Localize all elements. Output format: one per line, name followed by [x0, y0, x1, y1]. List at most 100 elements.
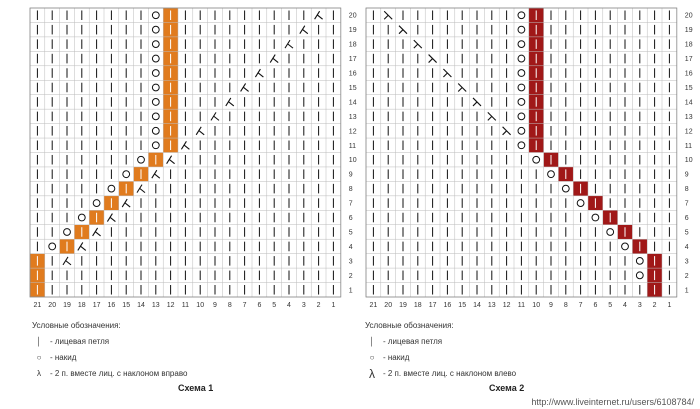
yarn-over-icon	[151, 54, 160, 63]
k2tog-right-icon	[92, 227, 101, 237]
k2tog-left-icon	[398, 25, 408, 35]
column-number: 5	[272, 302, 276, 309]
k2tog-left-icon	[472, 97, 482, 107]
column-number: 14	[473, 302, 481, 309]
column-number: 1	[331, 302, 335, 309]
k2tog-right-icon	[299, 25, 309, 35]
knit-stitch-icon: │	[36, 337, 42, 346]
k2tog-right-icon	[77, 242, 87, 251]
legend-item-label: - лицевая петля	[383, 337, 443, 346]
row-number: 3	[685, 258, 689, 265]
yarn-over-icon	[151, 98, 160, 106]
row-number: 14	[685, 99, 693, 106]
legend-item-label: - накид	[50, 353, 77, 362]
legend-item-label: - 2 п. вместе лиц. с наклоном влево	[383, 369, 517, 378]
watermark-url: http://www.liveinternet.ru/users/6108784…	[531, 397, 694, 407]
k2tog-left-icon	[487, 111, 497, 121]
yarn-over-icon	[151, 126, 160, 135]
k2tog-right-icon	[166, 155, 175, 165]
legend-item-label: - 2 п. вместе лиц. с наклоном вправо	[50, 369, 188, 378]
row-number: 11	[349, 143, 356, 150]
column-number: 7	[579, 302, 583, 309]
column-number: 20	[48, 302, 56, 309]
column-number: 3	[302, 302, 306, 309]
row-number: 15	[349, 85, 357, 92]
row-number: 2	[349, 273, 353, 280]
legend-item-yarnover: ○ - накид	[32, 350, 187, 366]
k2tog-right-icon	[210, 112, 220, 121]
yarn-over-icon	[621, 242, 629, 251]
row-number: 18	[685, 42, 693, 49]
column-number: 18	[414, 302, 422, 309]
legend-item-label: - лицевая петля	[50, 337, 110, 346]
column-number: 16	[444, 302, 452, 309]
k2tog-right-icon	[225, 97, 235, 107]
column-number: 20	[384, 302, 392, 309]
k2tog-right-icon	[151, 169, 161, 179]
column-number: 9	[213, 302, 217, 309]
yarn-over-icon: ○	[369, 353, 375, 362]
column-number: 17	[429, 302, 437, 309]
column-number: 4	[623, 302, 627, 309]
k2tog-left-icon	[502, 126, 511, 136]
row-number: 7	[349, 201, 353, 208]
row-number: 20	[349, 13, 357, 20]
row-number: 10	[349, 157, 357, 164]
column-number: 15	[122, 302, 130, 309]
column-number: 6	[257, 302, 261, 309]
legend-item-knit: │ - лицевая петля	[32, 334, 187, 350]
yarn-over-icon	[92, 199, 101, 207]
k2tog-right-icon	[240, 83, 249, 92]
yarn-over-icon	[635, 256, 644, 265]
scheme-2-legend: Условные обозначения: │ - лицевая петля …	[365, 320, 516, 382]
column-number: 10	[532, 302, 540, 309]
scheme-1-legend: Условные обозначения: │ - лицевая петля …	[32, 320, 187, 382]
column-number: 3	[638, 302, 642, 309]
yarn-over-icon	[151, 112, 160, 121]
column-number: 21	[34, 302, 42, 309]
column-number: 1	[667, 302, 671, 309]
scheme-2-caption: Схема 2	[489, 383, 525, 393]
legend-item-k2tog: λ - 2 п. вместе лиц. с наклоном вправо	[32, 366, 187, 382]
column-number: 2	[317, 302, 321, 309]
column-number: 5	[608, 302, 612, 309]
legend-title: Условные обозначения:	[32, 321, 121, 330]
column-number: 17	[93, 302, 101, 309]
row-number: 5	[685, 229, 689, 236]
column-number: 6	[593, 302, 597, 309]
row-number: 18	[349, 42, 357, 49]
row-number: 3	[349, 258, 353, 265]
knit-stitch-icon: │	[369, 337, 375, 346]
legend-item-yarnover: ○ - накид	[365, 350, 516, 366]
k2tog-left-icon: λ	[369, 367, 375, 381]
k2tog-right-icon	[195, 126, 205, 136]
yarn-over-icon	[517, 40, 526, 49]
yarn-over-icon	[151, 40, 160, 49]
row-number: 14	[349, 99, 357, 106]
yarn-over-icon	[151, 141, 160, 150]
column-number: 21	[370, 302, 378, 309]
yarn-over-icon	[517, 54, 526, 63]
yarn-over-icon	[517, 69, 526, 77]
yarn-over-icon	[517, 112, 526, 121]
k2tog-left-icon	[428, 54, 437, 63]
column-number: 8	[228, 302, 232, 309]
row-number: 9	[685, 172, 689, 179]
yarn-over-icon	[532, 155, 541, 164]
row-number: 4	[685, 244, 689, 251]
k2tog-left-icon	[443, 68, 452, 78]
column-number: 19	[63, 302, 71, 309]
row-number: 13	[349, 114, 357, 121]
yarn-over-icon: ○	[36, 353, 42, 362]
row-number: 10	[685, 157, 693, 164]
k2tog-right-icon	[180, 140, 190, 150]
column-number: 15	[458, 302, 466, 309]
yarn-over-icon	[48, 242, 57, 251]
k2tog-right-icon	[106, 213, 116, 222]
column-number: 19	[399, 302, 407, 309]
k2tog-left-icon	[457, 83, 467, 92]
k2tog-right-icon	[62, 256, 72, 266]
row-number: 4	[349, 244, 353, 251]
yarn-over-icon	[151, 25, 160, 34]
